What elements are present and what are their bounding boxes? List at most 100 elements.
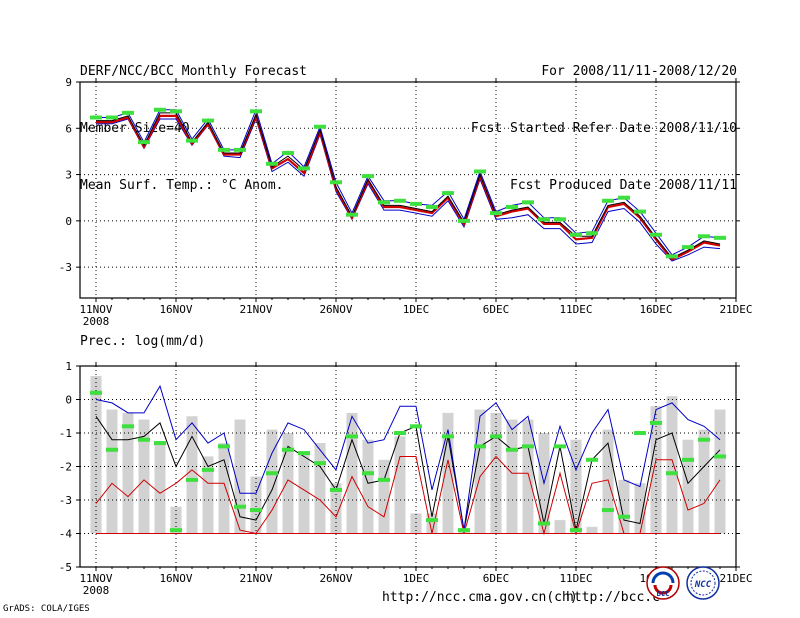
forecast-period: For 2008/11/11-2008/12/20 bbox=[541, 64, 737, 79]
prec-marker bbox=[634, 431, 646, 435]
temp-xtick-label: 11DEC bbox=[559, 303, 592, 316]
prec-xtick-year: 2008 bbox=[83, 584, 110, 597]
prec-bar bbox=[490, 412, 502, 534]
prec-bar bbox=[522, 419, 534, 534]
temp-marker bbox=[378, 200, 390, 205]
prec-bar bbox=[650, 406, 662, 534]
prec-chart-title: Prec.: log(mm/d) bbox=[80, 334, 205, 349]
prec-marker bbox=[698, 437, 710, 442]
temp-marker bbox=[186, 138, 198, 143]
temp-marker bbox=[106, 115, 118, 120]
temp-marker bbox=[282, 150, 294, 155]
temp-marker bbox=[618, 195, 630, 200]
prec-bar bbox=[202, 456, 214, 534]
temp-marker bbox=[634, 209, 646, 214]
prec-bar bbox=[218, 443, 230, 534]
prec-bar bbox=[554, 520, 566, 534]
prec-marker bbox=[106, 447, 118, 452]
temp-marker bbox=[570, 232, 582, 237]
temp-marker bbox=[330, 180, 342, 185]
prec-bar bbox=[122, 412, 134, 534]
prec-marker bbox=[362, 471, 374, 476]
temp-marker bbox=[442, 191, 454, 196]
prec-xtick-label: 26NOV bbox=[319, 572, 352, 585]
prec-marker bbox=[586, 457, 598, 462]
forecast-produced-date: Fcst Produced Date 2008/11/11 bbox=[510, 178, 737, 193]
prec-marker bbox=[330, 487, 342, 492]
prec-ytick-label: -5 bbox=[59, 561, 72, 574]
prec-bar bbox=[618, 479, 630, 534]
prec-marker bbox=[618, 514, 630, 519]
prec-mean-line bbox=[95, 416, 721, 531]
temp-marker bbox=[346, 212, 358, 217]
prec-marker bbox=[554, 444, 566, 449]
prec-bar bbox=[346, 412, 358, 534]
prec-marker bbox=[122, 424, 134, 429]
temp-marker bbox=[394, 198, 406, 203]
prec-ytick-label: -3 bbox=[59, 494, 72, 507]
forecast-title: DERF/NCC/BCC Monthly Forecast bbox=[80, 64, 307, 79]
prec-marker bbox=[298, 451, 310, 456]
temp-upper-line bbox=[96, 108, 721, 256]
prec-marker bbox=[490, 434, 502, 439]
temp-xtick-label: 16NOV bbox=[159, 303, 192, 316]
temp-marker bbox=[234, 147, 246, 152]
prec-xtick-label: 1DEC bbox=[403, 572, 430, 585]
prec-marker bbox=[602, 508, 614, 513]
temp-marker bbox=[202, 118, 214, 123]
prec-xtick-label: 6DEC bbox=[483, 572, 510, 585]
forecast-start-date: Fcst Started Refer Date 2008/11/10 bbox=[470, 121, 737, 136]
temp-marker bbox=[602, 198, 614, 203]
temp-marker bbox=[266, 161, 278, 166]
prec-bar bbox=[314, 443, 326, 534]
prec-bar bbox=[154, 443, 166, 534]
prec-bar bbox=[410, 513, 422, 534]
temp-marker bbox=[298, 166, 310, 171]
prec-marker bbox=[522, 444, 534, 449]
temp-marker bbox=[362, 174, 374, 179]
temp-marker bbox=[250, 109, 262, 114]
temp-xtick-year: 2008 bbox=[83, 315, 110, 328]
temp-frame bbox=[79, 81, 737, 299]
temp-marker bbox=[522, 200, 534, 205]
temp-ytick-label: -3 bbox=[59, 261, 72, 274]
temp-ytick-label: 0 bbox=[65, 215, 72, 228]
prec-marker bbox=[410, 424, 422, 429]
temp-lower-line bbox=[96, 112, 721, 261]
temp-xtick-label: 11NOV bbox=[79, 303, 112, 316]
temp-marker bbox=[138, 140, 150, 145]
prec-marker bbox=[506, 447, 518, 452]
prec-ytick-label: 0 bbox=[65, 394, 72, 407]
prec-ytick-label: -1 bbox=[59, 427, 72, 440]
prec-xtick-label: 11NOV bbox=[79, 572, 112, 585]
prec-marker bbox=[90, 390, 102, 395]
prec-ytick-label: 1 bbox=[65, 360, 72, 373]
prec-bar bbox=[714, 409, 726, 534]
prec-bar bbox=[506, 419, 518, 534]
temp-mean-line bbox=[96, 112, 721, 259]
prec-bar bbox=[698, 429, 710, 534]
prec-marker bbox=[714, 454, 726, 459]
prec-marker bbox=[474, 444, 486, 449]
grads-credit: GrADS: COLA/IGES bbox=[3, 604, 90, 614]
prec-marker bbox=[186, 477, 198, 482]
prec-marker bbox=[650, 420, 662, 425]
prec-bar bbox=[234, 419, 246, 534]
prec-marker bbox=[458, 528, 470, 533]
temp-marker bbox=[170, 109, 182, 114]
prec-bar bbox=[394, 436, 406, 534]
prec-xtick-label: 16NOV bbox=[159, 572, 192, 585]
prec-marker bbox=[378, 477, 390, 482]
bcc-url[interactable]: http://bcc.c bbox=[566, 590, 660, 605]
temp-marker bbox=[426, 204, 438, 209]
header-left: DERF/NCC/BCC Monthly Forecast Member Siz… bbox=[80, 24, 307, 214]
temp-ytick-label: 6 bbox=[65, 122, 72, 135]
temp-marker bbox=[314, 124, 326, 129]
temp-marker bbox=[554, 217, 566, 222]
temp-xtick-label: 21NOV bbox=[239, 303, 272, 316]
prec-marker bbox=[234, 504, 246, 509]
temp-ytick-label: 9 bbox=[65, 76, 72, 89]
ncc-url[interactable]: http://ncc.cma.gov.cn(ch) bbox=[382, 590, 578, 605]
